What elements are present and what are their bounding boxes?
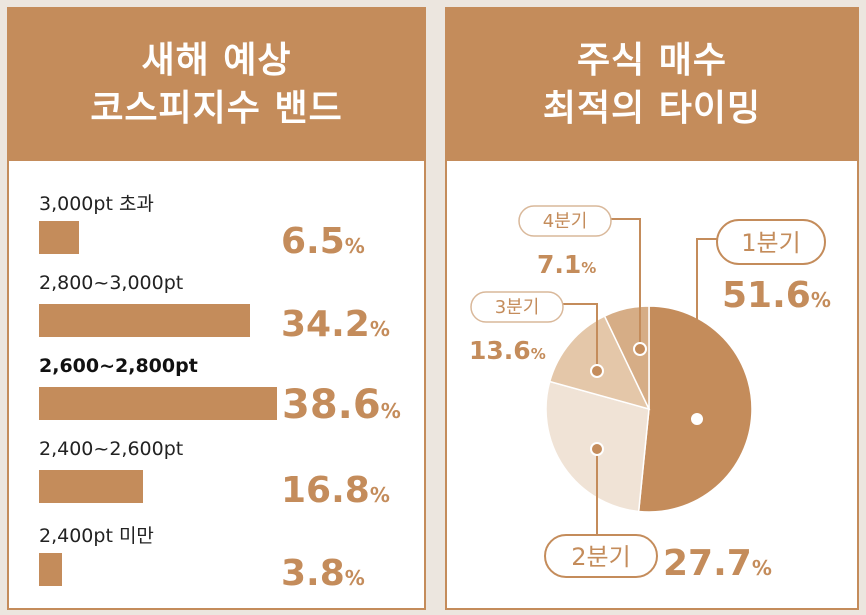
buy-timing-panel: 주식 매수 최적의 타이밍 1분기 51.6% 2분기 27.7% 3분기 13… (445, 7, 859, 610)
label-pill-q3 (470, 291, 564, 323)
pie-slice-q1 (637, 305, 753, 513)
slice-label-q3: 3분기 (495, 297, 540, 318)
slice-value-q1: 51.6% (722, 275, 831, 316)
pie-slice-q3 (548, 315, 651, 411)
label-pill-q4 (518, 205, 612, 237)
buy-timing-title-line1: 주식 매수 (576, 40, 727, 81)
pie-chart: 1분기 51.6% 2분기 27.7% 3분기 13.6% 4분기 7.1% (469, 205, 831, 584)
pie-slice-q4 (603, 305, 650, 410)
bar-value-label: 6.5% (281, 221, 365, 262)
callout-dot (590, 364, 604, 378)
kospi-band-header: 새해 예상 코스피지수 밴드 (9, 9, 424, 161)
callout-line-q4 (611, 218, 641, 342)
bar-value-label: 34.2% (281, 304, 390, 345)
label-pill-q2 (544, 534, 658, 578)
bar-value-label: 16.8% (281, 470, 390, 511)
bar-category-label: 2,400~2,600pt (39, 438, 184, 460)
kospi-band-title-line2: 코스피지수 밴드 (90, 88, 343, 129)
callout-line-q1 (696, 238, 717, 411)
slice-label-q1: 1분기 (741, 229, 800, 257)
bar (39, 221, 80, 254)
slice-label-q4: 4분기 (543, 211, 588, 232)
slice-label-q2: 2분기 (571, 543, 630, 571)
buy-timing-title-line2: 최적의 타이밍 (542, 88, 762, 129)
bar (39, 470, 143, 503)
callout-dot (689, 411, 705, 427)
bar (39, 553, 63, 586)
bar-value-label: 3.8% (281, 553, 365, 594)
slice-value-q4: 7.1% (537, 250, 596, 279)
slice-value-q3: 13.6% (469, 336, 546, 365)
label-pill-q1 (716, 219, 826, 265)
buy-timing-header: 주식 매수 최적의 타이밍 (447, 9, 857, 161)
slice-value-q2: 27.7% (663, 543, 772, 584)
callout-dot (590, 442, 604, 456)
bar (39, 387, 277, 420)
kospi-band-title-line1: 새해 예상 (141, 40, 292, 81)
bar-category-label: 2,600~2,800pt (39, 355, 198, 377)
bar-category-label: 2,400pt 미만 (39, 525, 154, 547)
callout-dot (633, 342, 647, 356)
bar-value-label: 38.6% (282, 382, 401, 428)
bar-category-label: 2,800~3,000pt (39, 272, 184, 294)
kospi-band-panel: 새해 예상 코스피지수 밴드 3,000pt 초과 6.5% 2,800~3,0… (7, 7, 426, 610)
callout-line-q3 (563, 303, 598, 364)
bar (39, 304, 250, 337)
bar-category-label: 3,000pt 초과 (39, 193, 154, 215)
